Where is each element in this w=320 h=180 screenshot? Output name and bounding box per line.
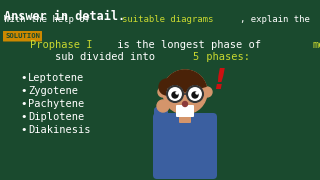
Text: •: • xyxy=(20,112,27,122)
Text: !: ! xyxy=(213,67,226,95)
Circle shape xyxy=(157,100,169,112)
Circle shape xyxy=(172,92,178,98)
FancyBboxPatch shape xyxy=(3,31,42,42)
Circle shape xyxy=(192,92,198,98)
Text: •: • xyxy=(20,73,27,83)
Circle shape xyxy=(187,86,203,102)
Wedge shape xyxy=(164,70,206,92)
Text: Diplotene: Diplotene xyxy=(28,112,84,122)
Circle shape xyxy=(158,87,168,97)
Circle shape xyxy=(196,92,198,94)
Text: •: • xyxy=(20,99,27,109)
Text: •: • xyxy=(20,86,27,96)
FancyBboxPatch shape xyxy=(154,107,168,143)
Text: phases:: phases: xyxy=(200,52,250,62)
Text: is the longest phase of: is the longest phase of xyxy=(111,40,267,50)
Circle shape xyxy=(167,86,183,102)
Circle shape xyxy=(202,87,212,97)
Text: Answer in detail.: Answer in detail. xyxy=(4,10,125,23)
Text: 5: 5 xyxy=(192,52,198,62)
Text: suitable diagrams: suitable diagrams xyxy=(122,15,213,24)
Text: Prophase I: Prophase I xyxy=(30,40,92,50)
Text: , explain the: , explain the xyxy=(240,15,315,24)
Text: sub divided into: sub divided into xyxy=(55,52,161,62)
Text: •: • xyxy=(20,125,27,135)
Text: With the help of: With the help of xyxy=(4,15,95,24)
Text: Zygotene: Zygotene xyxy=(28,86,78,96)
Text: Pachytene: Pachytene xyxy=(28,99,84,109)
Wedge shape xyxy=(159,79,167,95)
Text: meiosis: meiosis xyxy=(312,40,320,50)
Text: SOLUTION: SOLUTION xyxy=(5,33,40,39)
Text: Leptotene: Leptotene xyxy=(28,73,84,83)
FancyBboxPatch shape xyxy=(176,105,194,117)
Text: Diakinesis: Diakinesis xyxy=(28,125,91,135)
FancyBboxPatch shape xyxy=(153,113,217,179)
Circle shape xyxy=(182,102,188,107)
Circle shape xyxy=(176,92,178,94)
FancyBboxPatch shape xyxy=(179,111,191,123)
FancyBboxPatch shape xyxy=(202,127,216,168)
Circle shape xyxy=(163,70,207,114)
